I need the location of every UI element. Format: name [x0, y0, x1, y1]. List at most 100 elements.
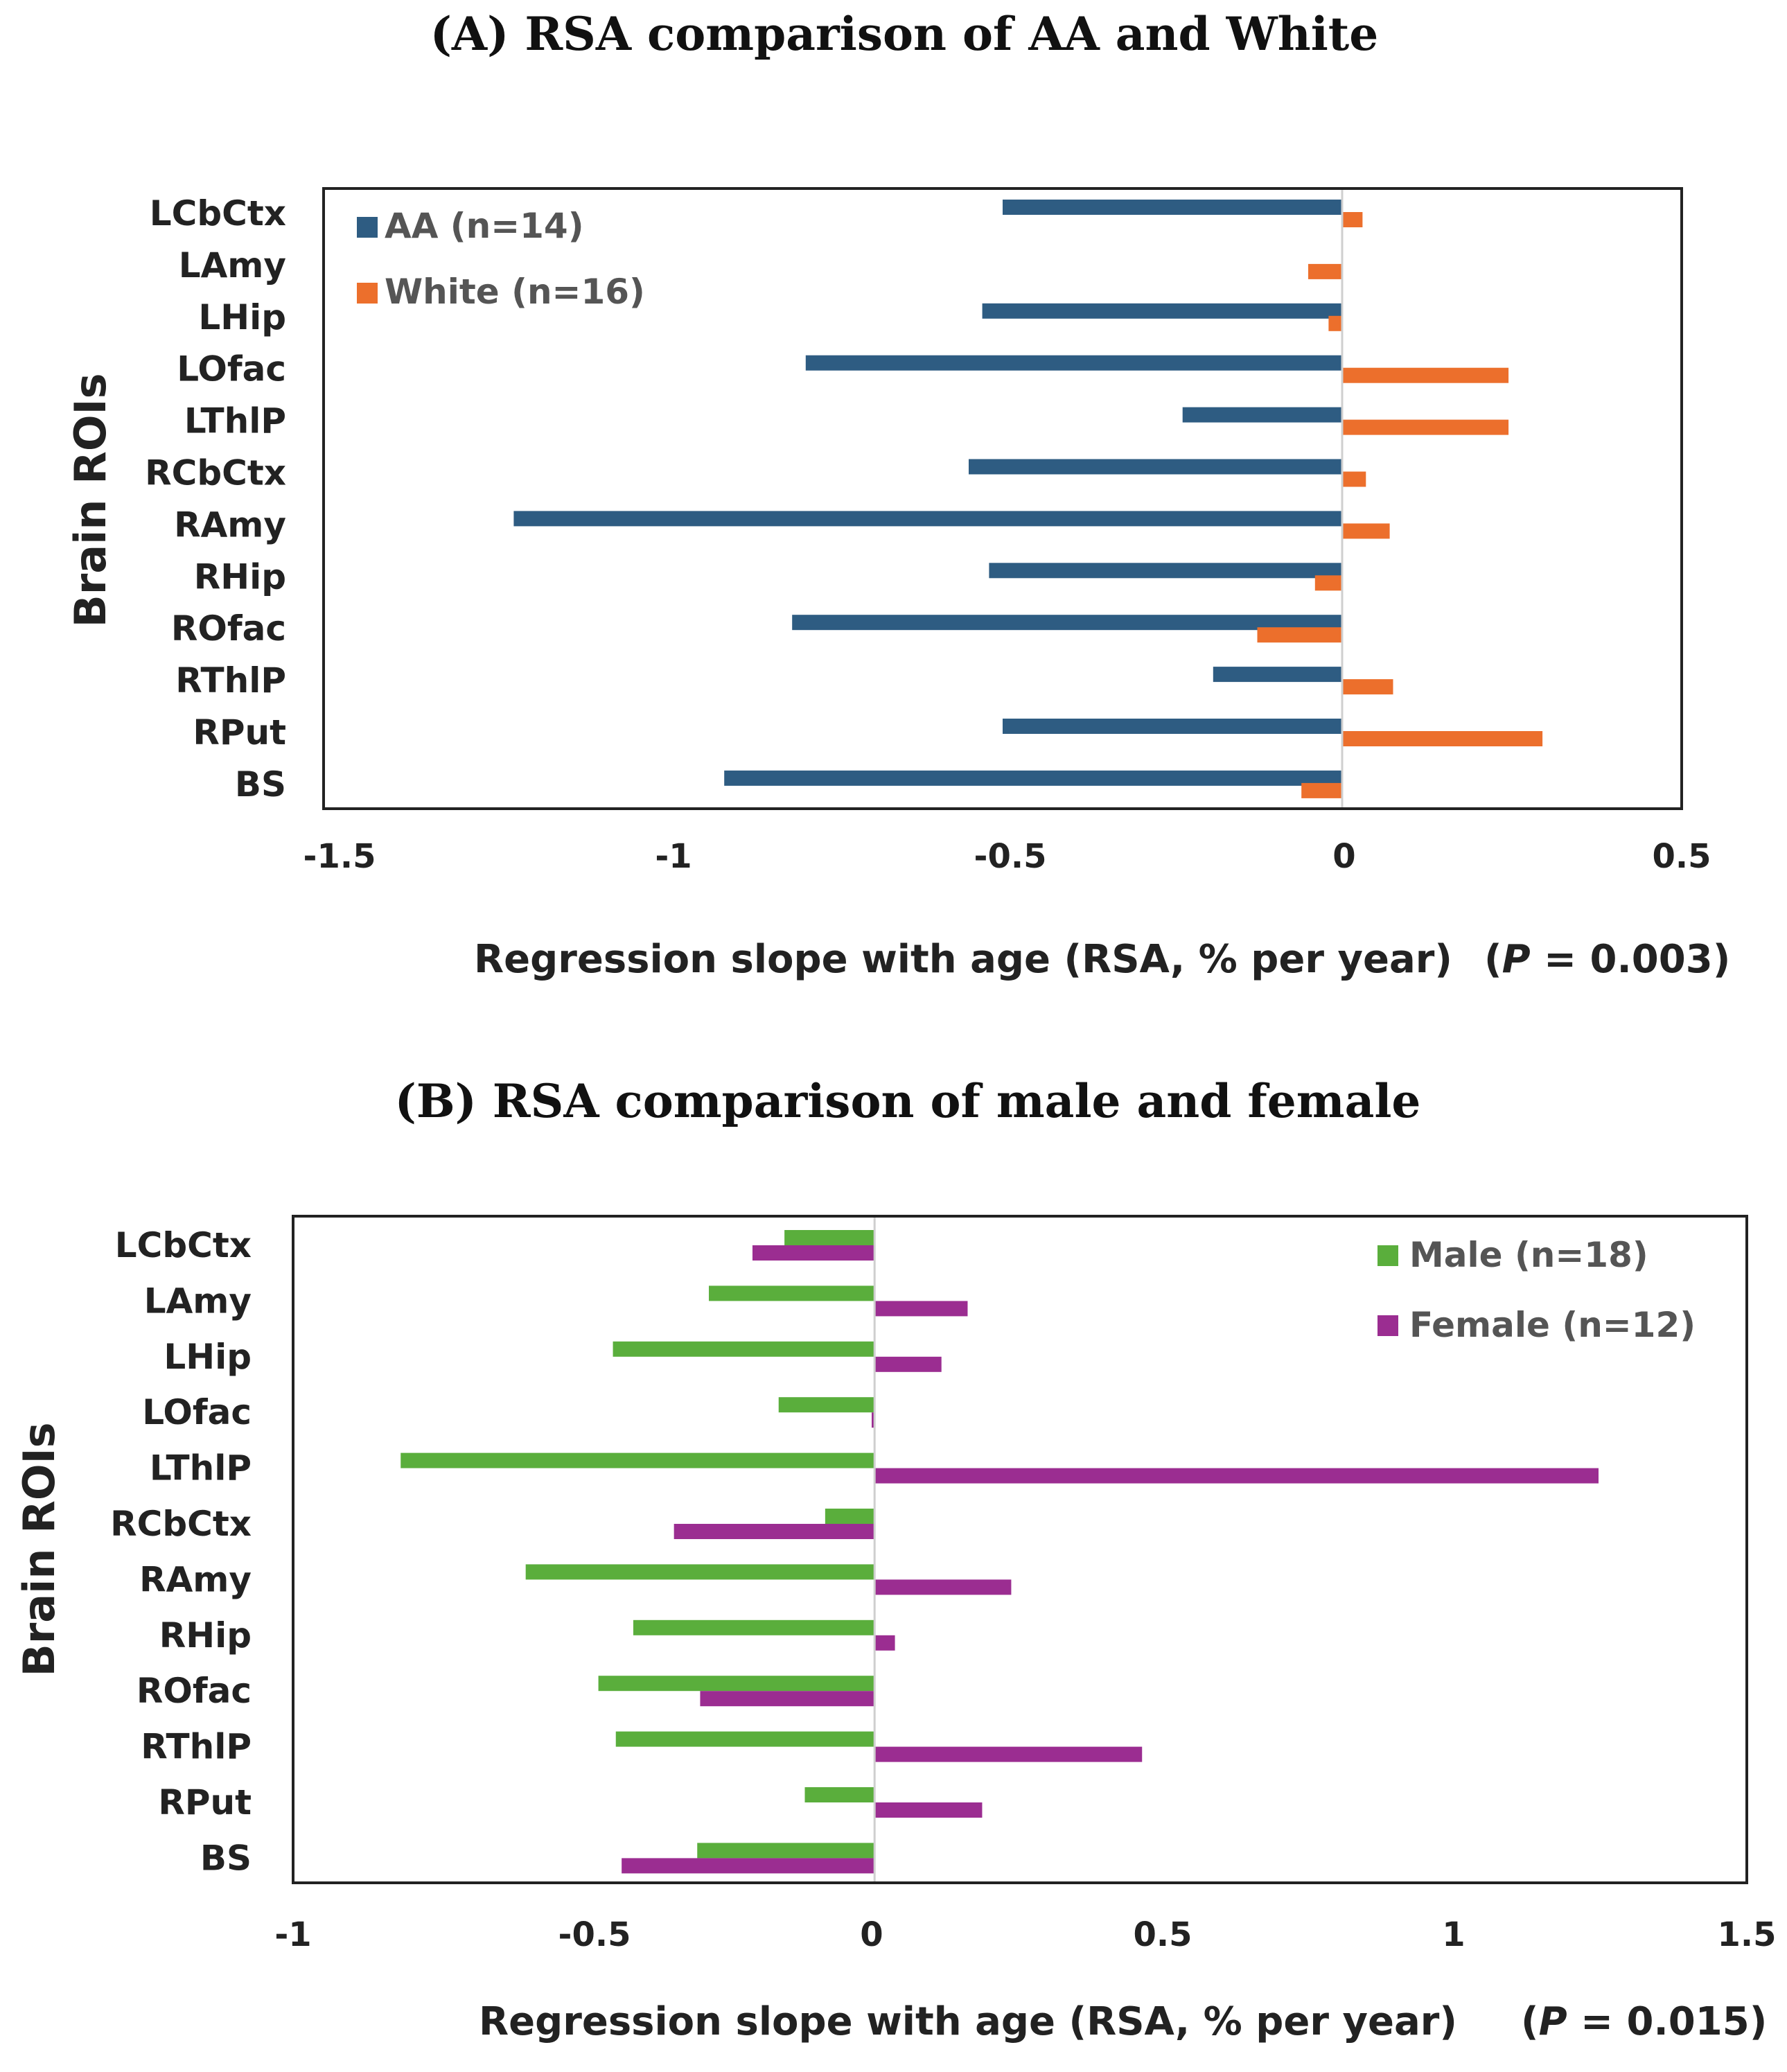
x-tick-label: 0.5 — [1652, 837, 1711, 876]
category-label: LThlP — [184, 401, 286, 441]
bar-lthlp-series-2 — [1342, 419, 1509, 435]
bar-rthlp-series-2 — [1342, 679, 1393, 695]
category-label: BS — [200, 1838, 252, 1878]
category-label: LAmy — [144, 1281, 252, 1321]
x-tick-label: 0.5 — [1133, 1915, 1192, 1954]
legend-swatch — [1377, 1245, 1398, 1266]
p-value-open: ( — [1521, 1999, 1539, 2044]
bar-bs-series-2 — [622, 1858, 875, 1874]
bar-lthlp-series-1 — [400, 1452, 875, 1468]
bar-lamy-series-2 — [874, 1301, 968, 1317]
bar-rhip-series-1 — [989, 563, 1342, 579]
panel-b: (B) RSA comparison of male and female Br… — [14, 1074, 1777, 2044]
x-tick-label: 1 — [1442, 1915, 1465, 1954]
x-tick-label: 1.5 — [1717, 1915, 1776, 1954]
legend-label: Male (n=18) — [1409, 1235, 1648, 1275]
bar-rput-series-2 — [1342, 731, 1543, 746]
plot-frame — [292, 1215, 1748, 1884]
bar-bs-series-1 — [724, 770, 1342, 786]
bar-bs-series-1 — [697, 1843, 875, 1859]
bar-lofac-series-2 — [1342, 367, 1509, 383]
bar-rhip-series-2 — [874, 1635, 895, 1651]
y-axis-label: Brain ROIs — [65, 373, 116, 627]
p-value-open: ( — [1484, 937, 1502, 982]
bar-rthlp-series-1 — [1213, 667, 1342, 683]
legend-swatch — [357, 217, 378, 238]
bar-bs-series-2 — [1301, 782, 1342, 798]
y-axis-label: Brain ROIs — [14, 1422, 64, 1676]
panel-a: (A) RSA comparison of AA and White Brain… — [65, 7, 1730, 982]
bar-rhip-series-2 — [1314, 575, 1342, 591]
p-value-symbol: P — [1539, 1999, 1567, 2044]
x-tick-label: -0.5 — [558, 1915, 631, 1954]
category-label: RPut — [193, 712, 286, 753]
category-label: RHip — [194, 556, 286, 597]
category-label: LOfac — [177, 349, 286, 389]
x-tick-label: -1 — [655, 837, 692, 876]
legend-label: White (n=16) — [385, 272, 645, 312]
bar-rput-series-2 — [874, 1802, 983, 1818]
x-tick-labels: -1.5 -1 -0.5 0 0.5 — [303, 837, 1711, 876]
bar-lhip-series-1 — [982, 303, 1342, 319]
bar-lofac-series-1 — [778, 1397, 875, 1413]
legend-label: Female (n=12) — [1409, 1305, 1696, 1345]
x-tick-labels: -1 -0.5 0 0.5 1 1.5 — [274, 1915, 1776, 1954]
category-label: BS — [235, 764, 286, 805]
x-tick-label: -0.5 — [974, 837, 1047, 876]
x-tick-label: 0 — [1332, 837, 1355, 876]
p-value-text: = 0.003) — [1531, 937, 1731, 982]
bar-lhip-series-2 — [1328, 315, 1342, 331]
category-label: RThlP — [175, 660, 286, 701]
category-label: LHip — [198, 297, 286, 337]
chart-title: (A) RSA comparison of AA and White — [430, 7, 1379, 61]
bar-rcbctx-series-1 — [825, 1509, 875, 1524]
category-label: LCbCtx — [115, 1225, 252, 1265]
bar-rthlp-series-2 — [874, 1746, 1143, 1762]
bar-rofac-series-2 — [1257, 627, 1342, 643]
chart-title: (B) RSA comparison of male and female — [395, 1074, 1421, 1128]
category-label: LCbCtx — [150, 193, 286, 234]
bar-rcbctx-series-2 — [1342, 471, 1366, 487]
bars — [400, 1218, 1599, 1881]
category-label: LOfac — [142, 1392, 252, 1432]
bar-lcbctx-series-2 — [1342, 212, 1363, 227]
bar-lcbctx-series-1 — [1003, 200, 1342, 215]
p-value-symbol: P — [1502, 937, 1531, 982]
legend: Male (n=18) Female (n=12) — [1377, 1235, 1696, 1345]
category-label: RPut — [158, 1782, 252, 1823]
bar-ramy-series-1 — [525, 1564, 875, 1580]
category-label: LAmy — [179, 245, 286, 286]
legend: AA (n=14) White (n=16) — [357, 206, 645, 312]
bar-lamy-series-1 — [709, 1285, 875, 1301]
p-value-label: (P = 0.003) — [1484, 937, 1730, 982]
x-tick-label: 0 — [860, 1915, 883, 1954]
p-value-text: = 0.015) — [1567, 1999, 1768, 2044]
category-label: RHip — [159, 1615, 252, 1656]
category-label: LThlP — [150, 1448, 252, 1489]
bar-ramy-series-2 — [1342, 523, 1390, 539]
bar-lhip-series-2 — [874, 1356, 942, 1372]
category-labels: LCbCtx LAmy LHip LOfac LThlP RCbCtx RAmy RHip RO… — [110, 1225, 252, 1878]
bar-lamy-series-2 — [1308, 263, 1342, 279]
legend-swatch — [1377, 1315, 1398, 1336]
x-tick-label: -1 — [274, 1915, 311, 1954]
bar-lofac-series-2 — [872, 1412, 875, 1428]
bar-rofac-series-2 — [700, 1691, 875, 1707]
x-tick-label: -1.5 — [303, 837, 376, 876]
category-labels: LCbCtx LAmy LHip LOfac LThlP RCbCtx RAmy RHip RO… — [145, 193, 286, 805]
plot-frame — [322, 187, 1683, 810]
x-axis-label: Regression slope with age (RSA, % per ye… — [479, 1999, 1457, 2044]
category-label: RThlP — [141, 1727, 252, 1767]
bar-rput-series-1 — [804, 1787, 875, 1802]
bar-rcbctx-series-2 — [674, 1524, 875, 1539]
bar-lofac-series-1 — [805, 355, 1342, 371]
bar-lthlp-series-1 — [1182, 407, 1342, 423]
bar-ramy-series-1 — [513, 511, 1342, 527]
p-value-label: (P = 0.015) — [1521, 1999, 1767, 2044]
category-label: LHip — [164, 1337, 252, 1377]
category-label: RCbCtx — [110, 1504, 252, 1544]
category-label: RAmy — [139, 1559, 252, 1599]
bar-rthlp-series-1 — [615, 1731, 875, 1747]
legend-swatch — [357, 283, 378, 304]
